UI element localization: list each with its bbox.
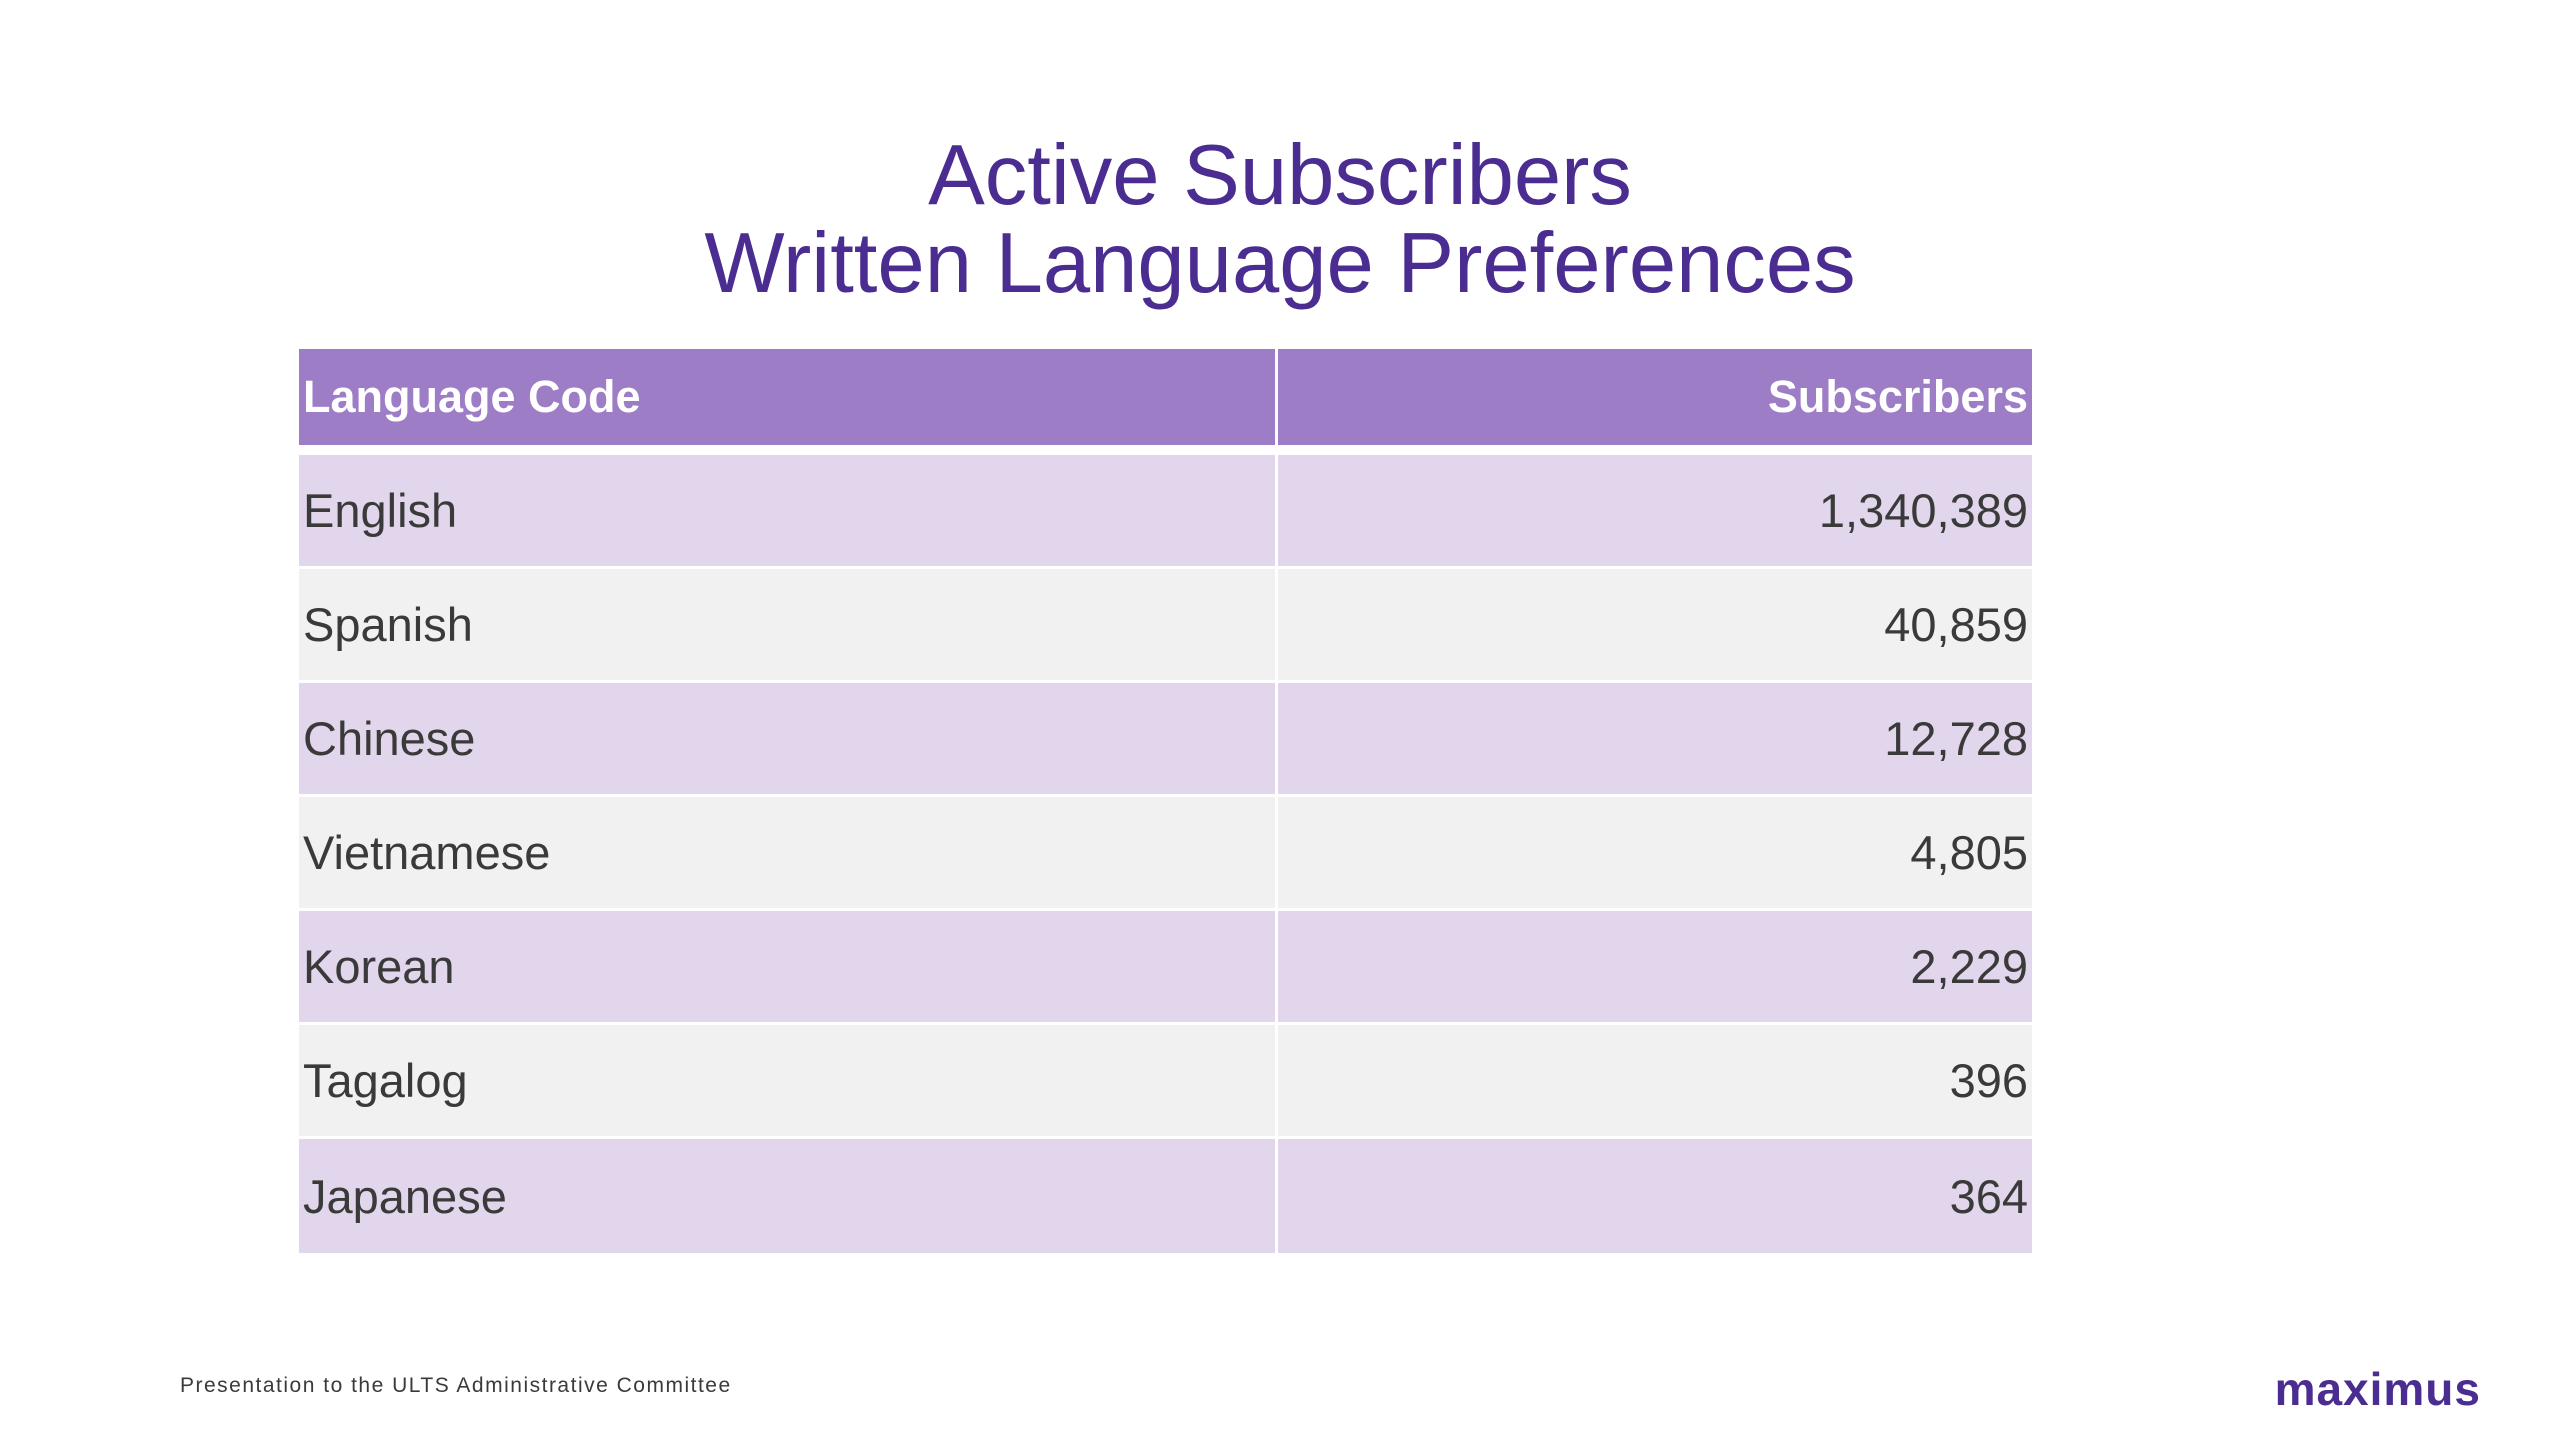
column-header-subscribers: Subscribers xyxy=(1278,349,2032,455)
subscribers-cell: 2,229 xyxy=(1278,911,2032,1025)
subscribers-cell: 364 xyxy=(1278,1139,2032,1253)
slide-title: Active Subscribers Written Language Pref… xyxy=(0,132,2560,308)
table-row: English 1,340,389 xyxy=(299,455,2032,569)
language-cell: Spanish xyxy=(299,569,1278,683)
language-cell: Tagalog xyxy=(299,1025,1278,1139)
language-cell: Chinese xyxy=(299,683,1278,797)
table-row: Vietnamese 4,805 xyxy=(299,797,2032,911)
subscribers-cell: 396 xyxy=(1278,1025,2032,1139)
table-row: Korean 2,229 xyxy=(299,911,2032,1025)
subscribers-cell: 40,859 xyxy=(1278,569,2032,683)
subscribers-cell: 1,340,389 xyxy=(1278,455,2032,569)
subscribers-cell: 4,805 xyxy=(1278,797,2032,911)
language-cell: Japanese xyxy=(299,1139,1278,1253)
language-cell: English xyxy=(299,455,1278,569)
table-header-row: Language Code Subscribers xyxy=(299,349,2032,455)
language-cell: Korean xyxy=(299,911,1278,1025)
table-row: Spanish 40,859 xyxy=(299,569,2032,683)
table-row: Japanese 364 xyxy=(299,1139,2032,1253)
title-line-2: Written Language Preferences xyxy=(704,216,1856,311)
column-header-language: Language Code xyxy=(299,349,1278,455)
footer-text: Presentation to the ULTS Administrative … xyxy=(180,1374,732,1397)
subscribers-cell: 12,728 xyxy=(1278,683,2032,797)
table-row: Tagalog 396 xyxy=(299,1025,2032,1139)
maximus-logo: maximus xyxy=(2274,1363,2481,1415)
title-line-1: Active Subscribers xyxy=(928,128,1632,223)
language-preferences-table: Language Code Subscribers English 1,340,… xyxy=(299,349,2032,1253)
language-cell: Vietnamese xyxy=(299,797,1278,911)
table-row: Chinese 12,728 xyxy=(299,683,2032,797)
